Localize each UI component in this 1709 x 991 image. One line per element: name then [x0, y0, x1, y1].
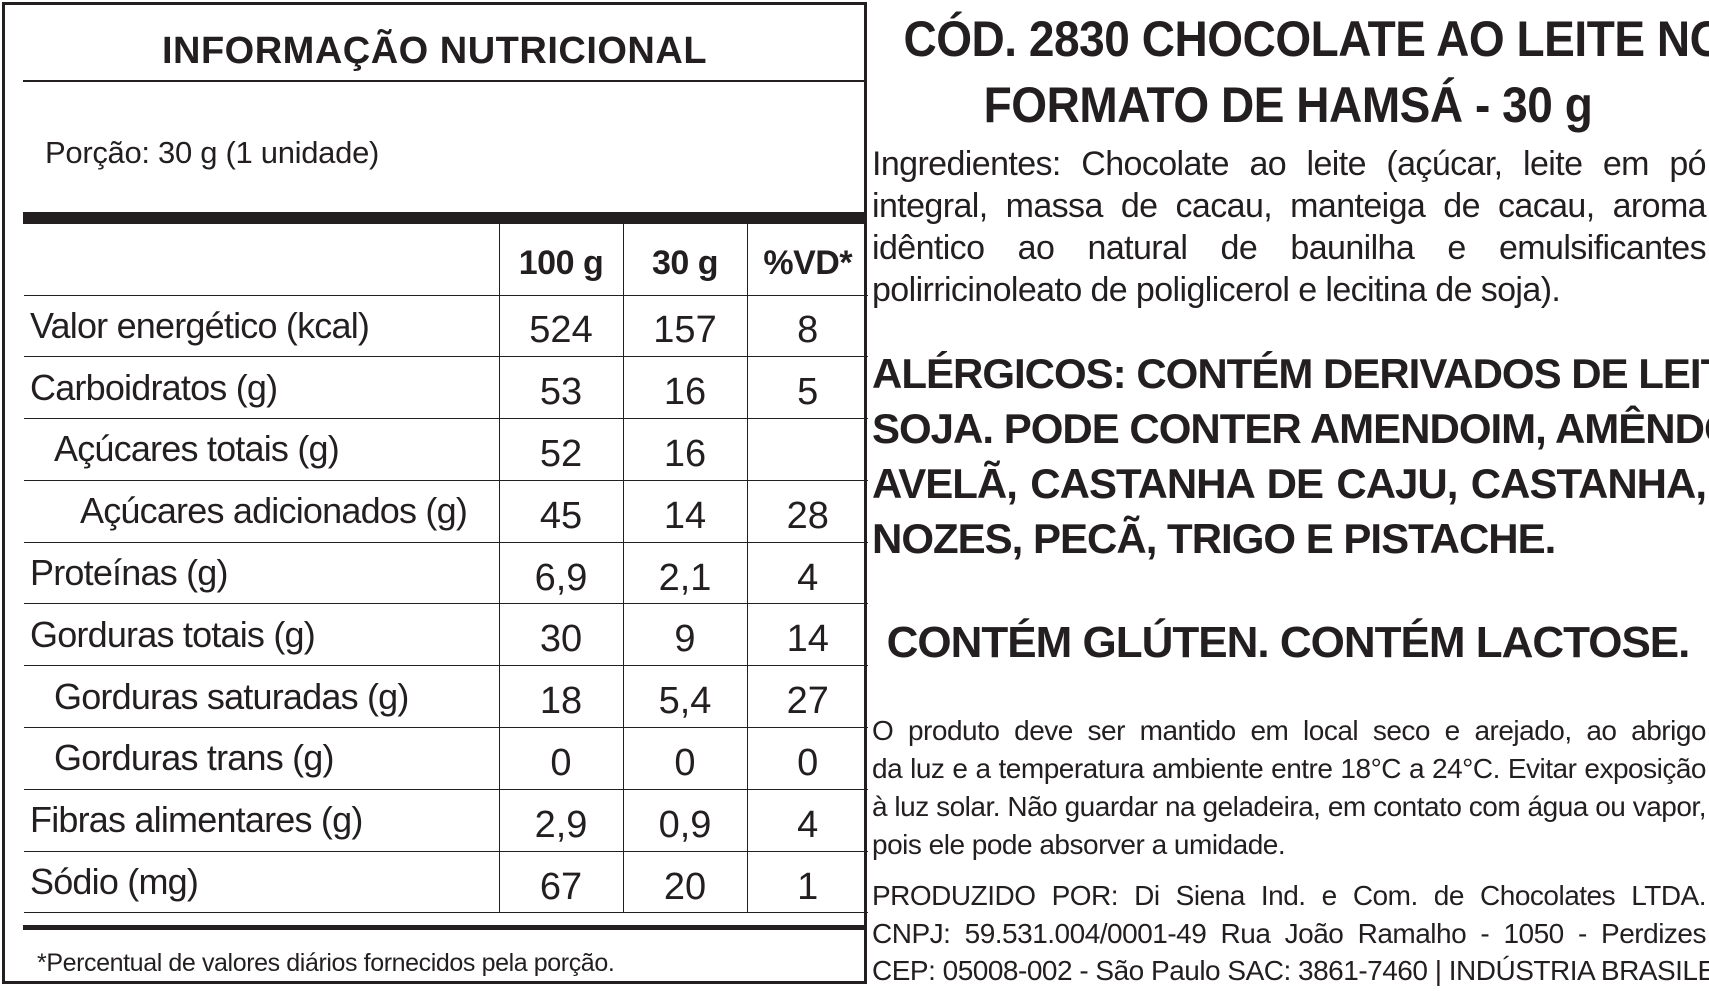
ingredients-line: integral, massa de cacau, manteiga de ca… — [872, 187, 1707, 225]
value-vd: 8 — [746, 294, 868, 358]
thick-divider — [23, 212, 864, 224]
value-30g: 14 — [622, 479, 748, 543]
value-100g: 53 — [498, 356, 624, 420]
value-100g: 2,9 — [498, 788, 624, 852]
value-vd — [746, 418, 868, 481]
table-row: Gorduras saturadas (g) 18 5,4 27 — [24, 665, 868, 729]
title-divider — [23, 80, 864, 82]
value-30g: 16 — [622, 356, 748, 420]
producer-line: PRODUZIDO POR: Di Siena Ind. e Com. de C… — [872, 880, 1707, 911]
producer-line: CNPJ: 59.531.004/0001-49 Rua João Ramalh… — [872, 918, 1707, 949]
nutrient-label: Gorduras saturadas (g) — [24, 665, 500, 729]
producer-line: CEP: 05008-002 - São Paulo SAC: 3861-746… — [872, 955, 1709, 986]
ingredients-line: Ingredientes: Chocolate ao leite (açúcar… — [872, 145, 1707, 183]
value-100g: 524 — [498, 294, 624, 358]
table-header-row: 100 g 30 g %VD* — [24, 224, 868, 296]
table-row: Gorduras totais (g) 30 9 14 — [24, 603, 868, 667]
nutrient-label: Valor energético (kcal) — [24, 294, 500, 358]
nutrient-label: Sódio (mg) — [24, 850, 500, 914]
value-100g: 0 — [498, 727, 624, 790]
product-title-line: CÓD. 2830 CHOCOLATE AO LEITE NO — [903, 11, 1709, 67]
storage-line: da luz e a temperatura ambiente entre 18… — [872, 753, 1707, 784]
allergen-line: SOJA. PODE CONTER AMENDOIM, AMÊNDOA, — [872, 405, 1709, 452]
value-100g: 6,9 — [498, 541, 624, 605]
gluten-lactose-warning: CONTÉM GLÚTEN. CONTÉM LACTOSE. — [886, 618, 1691, 667]
value-vd: 28 — [746, 479, 868, 543]
value-vd: 1 — [746, 850, 868, 914]
table-row: Açúcares adicionados (g) 45 14 28 — [24, 479, 868, 543]
nutrient-label: Gorduras totais (g) — [24, 603, 500, 667]
table-row: Proteínas (g) 6,9 2,1 4 — [24, 541, 868, 605]
table-row: Carboidratos (g) 53 16 5 — [24, 356, 868, 420]
allergen-line: ALÉRGICOS: CONTÉM DERIVADOS DE LEITE E — [872, 350, 1709, 397]
value-vd: 27 — [746, 665, 868, 729]
nutrition-table: 100 g 30 g %VD* Valor energético (kcal) … — [24, 224, 868, 914]
value-30g: 0 — [622, 727, 748, 790]
table-row: Gorduras trans (g) 0 0 0 — [24, 727, 868, 790]
product-title: CÓD. 2830 CHOCOLATE AO LEITE NO FORMATO … — [903, 6, 1709, 138]
header-cell-vd: %VD* — [746, 224, 868, 296]
value-100g: 45 — [498, 479, 624, 543]
footnote: *Percentual de valores diários fornecido… — [37, 949, 615, 977]
value-vd: 14 — [746, 603, 868, 667]
value-30g: 5,4 — [622, 665, 748, 729]
storage-line: O produto deve ser mantido em local seco… — [872, 715, 1707, 746]
storage-line: à luz solar. Não guardar na geladeira, e… — [872, 791, 1707, 822]
value-vd: 4 — [746, 541, 868, 605]
value-100g: 30 — [498, 603, 624, 667]
portion-size: Porção: 30 g (1 unidade) — [45, 135, 380, 170]
value-vd: 0 — [746, 727, 868, 790]
header-cell-100g: 100 g — [498, 224, 624, 296]
nutrient-label: Fibras alimentares (g) — [24, 788, 500, 852]
nutrition-title: INFORMAÇÃO NUTRICIONAL — [161, 30, 708, 72]
value-100g: 18 — [498, 665, 624, 729]
allergen-line: NOZES, PECÃ, TRIGO E PISTACHE. — [872, 515, 1556, 562]
nutrient-label: Gorduras trans (g) — [24, 727, 500, 790]
header-cell-30g: 30 g — [622, 224, 748, 296]
storage-line: pois ele pode absorver a umidade. — [872, 829, 1286, 860]
value-30g: 16 — [622, 418, 748, 481]
nutrient-label: Açúcares adicionados (g) — [24, 479, 500, 543]
table-row: Sódio (mg) 67 20 1 — [24, 850, 868, 914]
value-30g: 2,1 — [622, 541, 748, 605]
header-cell — [24, 224, 500, 296]
footer-divider — [23, 925, 864, 930]
value-100g: 52 — [498, 418, 624, 481]
value-30g: 157 — [622, 294, 748, 358]
value-100g: 67 — [498, 850, 624, 914]
allergen-line: AVELÃ, CASTANHA DE CAJU, CASTANHA, — [872, 460, 1707, 507]
nutrition-facts-panel: INFORMAÇÃO NUTRICIONAL Porção: 30 g (1 u… — [2, 2, 868, 984]
nutrient-label: Açúcares totais (g) — [24, 418, 500, 481]
ingredients-line: polirricinoleato de poliglicerol e lecit… — [872, 271, 1561, 309]
value-30g: 20 — [622, 850, 748, 914]
nutrient-label: Carboidratos (g) — [24, 356, 500, 420]
value-vd: 5 — [746, 356, 868, 420]
ingredients-line: idêntico ao natural de baunilha e emulsi… — [872, 229, 1707, 267]
table-row: Fibras alimentares (g) 2,9 0,9 4 — [24, 788, 868, 852]
table-row: Valor energético (kcal) 524 157 8 — [24, 294, 868, 358]
product-title-line: FORMATO DE HAMSÁ - 30 g — [983, 77, 1593, 133]
table-row: Açúcares totais (g) 52 16 — [24, 418, 868, 481]
nutrient-label: Proteínas (g) — [24, 541, 500, 605]
value-vd: 4 — [746, 788, 868, 852]
value-30g: 9 — [622, 603, 748, 667]
value-30g: 0,9 — [622, 788, 748, 852]
